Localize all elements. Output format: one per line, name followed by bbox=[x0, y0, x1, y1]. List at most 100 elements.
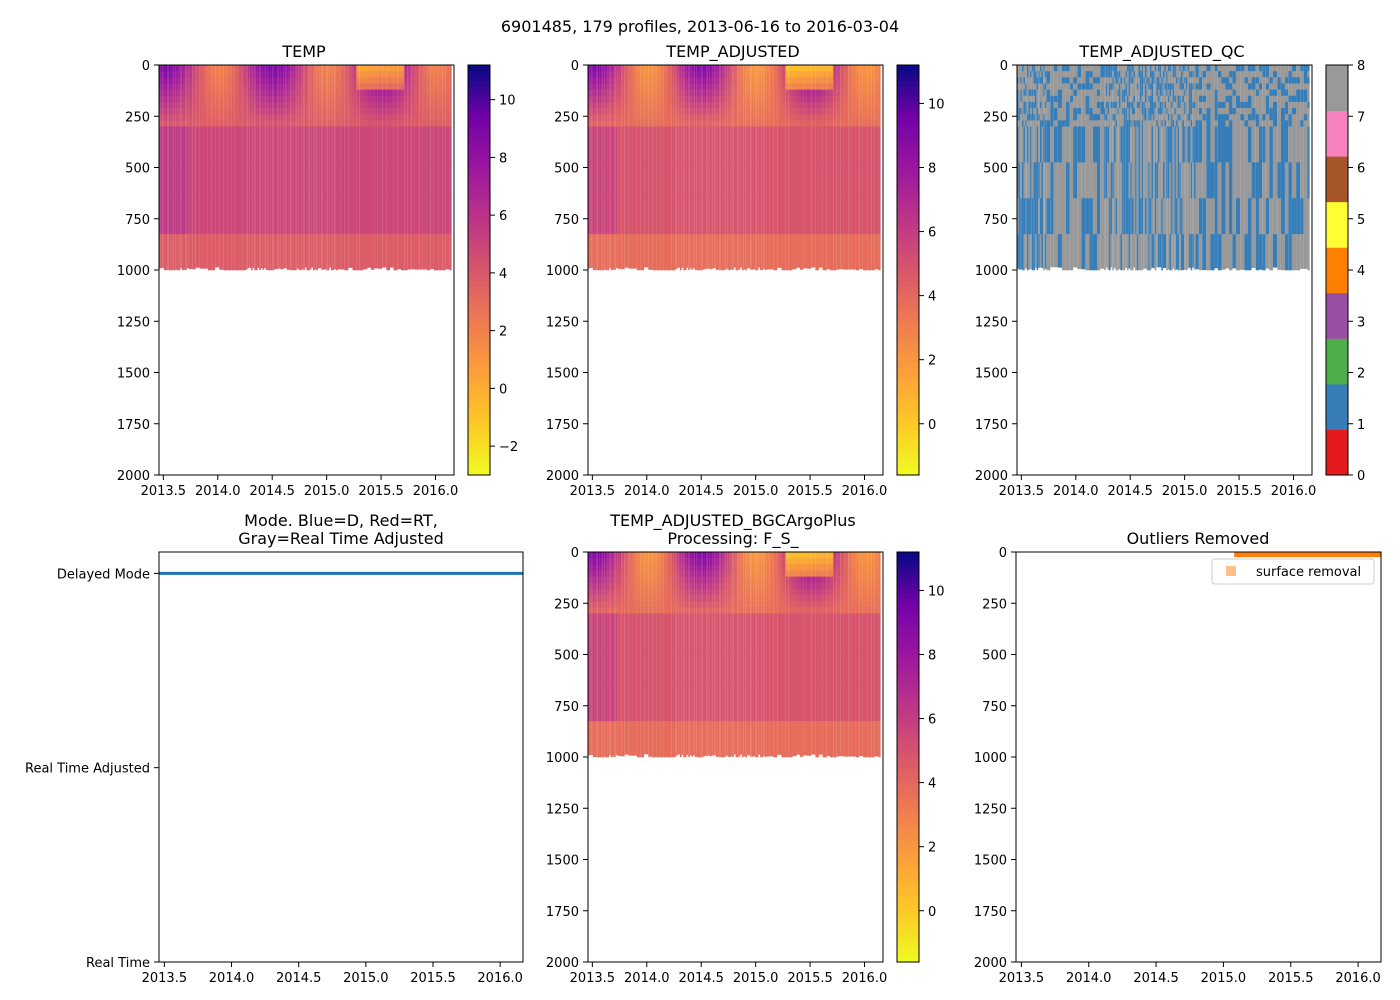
heatmap-cell bbox=[1026, 71, 1029, 78]
heatmap-cell bbox=[1138, 83, 1141, 90]
heatmap-cell bbox=[400, 162, 405, 199]
colorbar-gradient-step bbox=[897, 182, 919, 189]
heatmap-cell bbox=[1144, 71, 1147, 78]
heatmap-cell bbox=[411, 162, 415, 199]
heatmap-cell bbox=[615, 77, 618, 84]
heatmap-cell bbox=[181, 162, 184, 199]
heatmap-cell bbox=[1043, 83, 1045, 90]
heatmap-cell bbox=[733, 126, 736, 163]
heatmap-cell bbox=[610, 108, 613, 115]
heatmap-cell bbox=[283, 95, 286, 103]
heatmap-cell bbox=[592, 126, 595, 163]
heatmap-cell bbox=[426, 71, 431, 78]
heatmap-cell bbox=[389, 114, 394, 121]
heatmap-cell bbox=[1050, 71, 1054, 78]
heatmap-cell bbox=[291, 114, 294, 121]
heatmap-cell bbox=[259, 198, 261, 235]
heatmap-cell bbox=[265, 198, 268, 235]
heatmap-cell bbox=[773, 126, 778, 163]
heatmap-cell bbox=[609, 114, 611, 121]
heatmap-cell bbox=[607, 162, 610, 199]
heatmap-cell bbox=[275, 198, 278, 235]
heatmap-cell bbox=[1043, 95, 1045, 103]
heatmap-profile bbox=[290, 65, 292, 271]
heatmap-cell bbox=[168, 65, 171, 72]
heatmap-cell bbox=[1122, 114, 1124, 121]
heatmap-cell bbox=[430, 77, 434, 84]
heatmap-profile bbox=[694, 65, 697, 270]
heatmap-cell bbox=[1117, 114, 1119, 121]
heatmap-cell bbox=[1085, 108, 1090, 115]
heatmap-profile bbox=[848, 65, 852, 270]
heatmap-cell bbox=[326, 83, 328, 90]
heatmap-profile bbox=[788, 65, 793, 271]
heatmap-cell bbox=[1167, 101, 1170, 109]
heatmap-cell bbox=[1164, 108, 1167, 115]
heatmap-cell bbox=[293, 83, 296, 90]
heatmap-cell bbox=[180, 77, 182, 84]
heatmap-cell bbox=[1151, 162, 1154, 199]
heatmap-cell bbox=[231, 198, 235, 235]
heatmap-cell bbox=[681, 120, 684, 127]
heatmap-cell bbox=[329, 162, 331, 199]
heatmap-cell bbox=[678, 198, 680, 235]
heatmap-cell bbox=[640, 101, 645, 109]
heatmap-cell bbox=[760, 114, 762, 121]
heatmap-cell bbox=[871, 101, 875, 109]
heatmap-cell bbox=[170, 71, 173, 78]
heatmap-cell bbox=[219, 120, 224, 127]
heatmap-cell bbox=[215, 89, 220, 97]
heatmap-cell bbox=[763, 89, 765, 97]
heatmap-cell bbox=[1157, 114, 1160, 121]
heatmap-cell bbox=[272, 65, 274, 72]
heatmap-cell bbox=[1115, 89, 1118, 97]
heatmap-cell bbox=[188, 120, 193, 127]
heatmap-cell bbox=[1151, 120, 1154, 127]
heatmap-cell bbox=[624, 114, 629, 121]
heatmap-cell bbox=[259, 126, 261, 163]
heatmap-profile bbox=[678, 65, 680, 268]
heatmap-cell bbox=[699, 198, 702, 235]
heatmap-cell bbox=[707, 198, 710, 235]
heatmap-cell bbox=[624, 198, 629, 235]
heatmap-profile bbox=[711, 65, 713, 269]
heatmap-cell bbox=[836, 83, 841, 90]
heatmap-cell bbox=[1038, 126, 1040, 163]
heatmap-cell bbox=[640, 65, 645, 72]
heatmap-cell bbox=[1149, 65, 1152, 72]
heatmap-cell bbox=[262, 198, 265, 235]
heatmap-cell bbox=[295, 114, 297, 121]
heatmap-cell bbox=[691, 120, 694, 127]
heatmap-cell bbox=[803, 108, 807, 115]
heatmap-cell bbox=[788, 162, 793, 199]
heatmap-cell bbox=[1144, 126, 1147, 163]
heatmap-cell bbox=[737, 114, 739, 121]
heatmap-cell bbox=[1044, 101, 1047, 109]
heatmap-cell bbox=[656, 108, 661, 115]
x-tick-label: 2016.0 bbox=[413, 484, 459, 499]
heatmap-cell bbox=[1038, 71, 1040, 78]
heatmap-cell bbox=[321, 95, 323, 103]
heatmap-cell bbox=[1034, 120, 1037, 127]
heatmap-cell bbox=[589, 114, 592, 121]
heatmap-cell bbox=[750, 114, 752, 121]
heatmap-profile bbox=[725, 65, 728, 269]
heatmap-cell bbox=[181, 83, 184, 90]
heatmap-cell bbox=[777, 83, 782, 90]
heatmap-cell bbox=[740, 126, 743, 163]
heatmap-cell bbox=[352, 108, 357, 115]
heatmap-cell bbox=[317, 65, 320, 72]
heatmap-cell bbox=[301, 114, 304, 121]
heatmap-cell bbox=[195, 234, 200, 268]
heatmap-cell bbox=[691, 95, 694, 103]
heatmap-cell bbox=[1151, 126, 1154, 163]
heatmap-cell bbox=[712, 89, 715, 97]
heatmap-cell bbox=[183, 65, 186, 72]
heatmap-profile bbox=[264, 65, 266, 269]
heatmap-cell bbox=[1141, 101, 1144, 109]
heatmap-cell bbox=[295, 126, 297, 163]
heatmap-profile bbox=[1021, 65, 1024, 271]
heatmap-cell bbox=[290, 95, 292, 103]
heatmap-cell bbox=[316, 65, 318, 72]
heatmap-cell bbox=[763, 126, 765, 163]
